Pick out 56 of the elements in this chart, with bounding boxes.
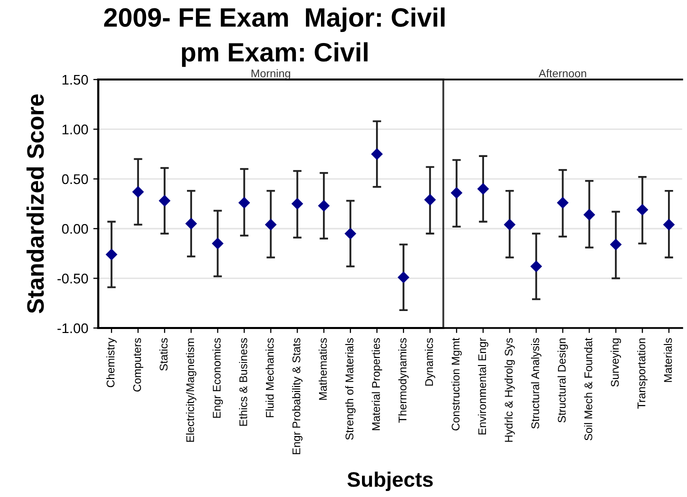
x-tick-label: Electricity/Magnetism xyxy=(186,338,196,442)
x-axis-title: Subjects xyxy=(347,472,433,492)
annotation: Morning xyxy=(252,69,290,80)
point xyxy=(424,194,436,206)
point xyxy=(265,219,276,230)
point xyxy=(158,195,170,206)
y-tick-label: 0.50 xyxy=(62,174,88,184)
point xyxy=(478,183,489,194)
point xyxy=(344,228,356,240)
x-tick-label: Strength of Materials xyxy=(345,338,356,440)
point xyxy=(318,200,330,212)
point xyxy=(450,187,462,198)
y-tick-label: -1.00 xyxy=(57,323,88,334)
x-tick-label: Mathematics xyxy=(318,338,327,400)
x-tick-label: Soil Mech & Foundat xyxy=(584,338,592,440)
x-tick-label: Thermodynamics xyxy=(398,338,409,423)
point xyxy=(610,238,622,250)
x-tick-label: Environmental Engr xyxy=(478,338,488,434)
y-tick-label: -0.50 xyxy=(57,274,88,284)
x-tick-label: Statics xyxy=(159,338,168,371)
text: Afternoon xyxy=(538,69,586,78)
point xyxy=(186,218,197,230)
y-tick-label: 1.00 xyxy=(62,124,88,134)
x-tick-label: Ethics & Business xyxy=(239,338,248,426)
y-axis-title: Standardized Score xyxy=(26,94,44,314)
x-tick-label: Transportation xyxy=(637,338,648,409)
y-tick-label: 0.00 xyxy=(62,224,88,234)
x-tick-label: Structural Analysis xyxy=(531,338,542,429)
point xyxy=(584,209,595,220)
x-tick-label: Chemistry xyxy=(106,338,117,388)
x-tick-label: Surveying xyxy=(610,338,622,387)
x-tick-label: Engr Probability & Stats xyxy=(292,338,302,454)
x-tick-label: Fluid Mechanics xyxy=(266,338,274,418)
x-tick-label: Dynamics xyxy=(424,338,436,386)
point xyxy=(238,197,250,208)
point xyxy=(212,238,224,250)
point xyxy=(557,197,568,208)
x-tick-label: Computers xyxy=(133,338,144,392)
chart-title: 2009- FE Exam Major: Civil xyxy=(104,7,445,32)
point xyxy=(504,219,516,230)
x-tick-label: Hydrlc & Hydrolg Sys xyxy=(504,338,515,442)
point xyxy=(636,204,648,216)
x-tick-label: Material Properties xyxy=(372,338,382,430)
x-tick-label: Engr Economics xyxy=(212,338,223,418)
x-tick-label: Construction Mgmt xyxy=(451,338,462,430)
chart-subtitle: pm Exam: Civil xyxy=(182,42,368,67)
point xyxy=(530,260,542,272)
point xyxy=(371,148,383,160)
point xyxy=(106,248,118,260)
point xyxy=(398,272,410,283)
y-tick-label: 1.50 xyxy=(62,74,88,85)
point xyxy=(292,198,303,210)
x-tick-label: Structural Design xyxy=(558,338,568,422)
point xyxy=(132,186,144,198)
point xyxy=(663,219,675,230)
x-tick-label: Materials xyxy=(664,338,672,382)
